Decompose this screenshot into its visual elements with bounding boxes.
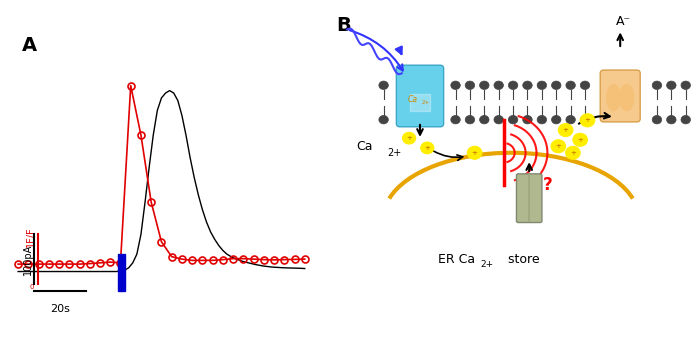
- Circle shape: [402, 132, 416, 144]
- Text: store: store: [504, 254, 539, 266]
- Circle shape: [580, 114, 595, 127]
- Circle shape: [466, 116, 475, 124]
- Text: +: +: [472, 150, 477, 156]
- Circle shape: [681, 116, 690, 124]
- Text: ER Ca: ER Ca: [438, 254, 475, 266]
- Text: +: +: [555, 143, 561, 149]
- Text: +: +: [563, 127, 568, 133]
- Ellipse shape: [620, 84, 634, 111]
- Circle shape: [480, 81, 489, 90]
- Circle shape: [451, 81, 461, 90]
- Circle shape: [523, 81, 532, 90]
- Circle shape: [566, 116, 575, 124]
- Circle shape: [666, 116, 676, 124]
- Circle shape: [580, 81, 589, 90]
- Text: 2+: 2+: [387, 148, 402, 158]
- Circle shape: [421, 142, 434, 154]
- Circle shape: [573, 133, 587, 146]
- Bar: [118, 254, 125, 291]
- Text: 20s: 20s: [50, 304, 70, 314]
- Text: +: +: [406, 135, 412, 141]
- Text: Ca: Ca: [356, 140, 372, 153]
- Text: 0: 0: [29, 284, 34, 290]
- Circle shape: [566, 146, 580, 159]
- Circle shape: [466, 81, 475, 90]
- Text: B: B: [336, 17, 351, 35]
- Circle shape: [468, 146, 482, 159]
- Circle shape: [451, 116, 461, 124]
- Circle shape: [652, 116, 662, 124]
- FancyBboxPatch shape: [517, 174, 542, 222]
- Circle shape: [552, 116, 561, 124]
- Circle shape: [480, 116, 489, 124]
- Circle shape: [494, 116, 503, 124]
- Circle shape: [666, 81, 676, 90]
- Text: +: +: [570, 150, 576, 156]
- Circle shape: [523, 116, 532, 124]
- Text: +: +: [424, 145, 430, 151]
- Circle shape: [566, 81, 575, 90]
- Circle shape: [494, 81, 503, 90]
- Circle shape: [537, 81, 547, 90]
- Text: ?: ?: [542, 176, 552, 194]
- FancyBboxPatch shape: [396, 65, 444, 127]
- Circle shape: [537, 116, 547, 124]
- Circle shape: [559, 124, 573, 137]
- Circle shape: [552, 81, 561, 90]
- Circle shape: [652, 81, 662, 90]
- Text: +: +: [578, 137, 583, 143]
- Text: 2+: 2+: [481, 260, 494, 269]
- Circle shape: [580, 116, 589, 124]
- Text: A: A: [22, 36, 37, 55]
- Text: 100pA: 100pA: [24, 243, 34, 275]
- Text: 2+: 2+: [422, 100, 430, 105]
- Circle shape: [508, 81, 518, 90]
- Circle shape: [508, 116, 518, 124]
- Text: 1F/F: 1F/F: [26, 226, 36, 247]
- Circle shape: [379, 116, 389, 124]
- Text: +: +: [584, 117, 590, 123]
- Circle shape: [379, 81, 389, 90]
- Circle shape: [551, 140, 566, 153]
- FancyBboxPatch shape: [600, 70, 640, 122]
- Circle shape: [681, 81, 690, 90]
- Text: Ca: Ca: [407, 95, 417, 104]
- Ellipse shape: [607, 84, 621, 111]
- Text: A⁻: A⁻: [616, 15, 631, 28]
